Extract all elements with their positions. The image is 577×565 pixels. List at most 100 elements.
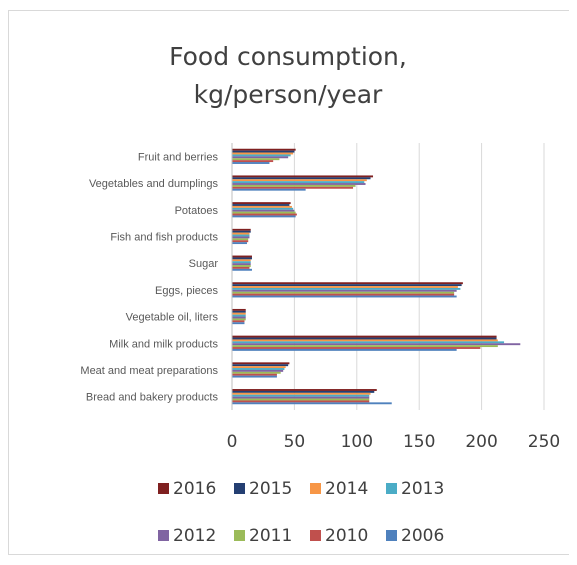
bar-2010-1 <box>232 400 370 403</box>
bar-2015-5 <box>232 284 462 287</box>
bar-2011-5 <box>232 291 455 294</box>
bar-2014-4 <box>232 312 246 315</box>
bar-2011-6 <box>232 265 251 267</box>
bar-2016-2 <box>232 362 290 365</box>
legend-label-2011: 2011 <box>249 526 292 546</box>
bar-2006-1 <box>232 402 392 405</box>
chart-title-line-1: Food consumption, <box>169 42 407 71</box>
bar-2011-4 <box>232 318 246 321</box>
legend-label-2013: 2013 <box>401 479 444 499</box>
bar-2011-7 <box>232 238 249 241</box>
bar-2006-10 <box>232 162 270 164</box>
bar-2015-4 <box>232 310 246 313</box>
bar-2015-6 <box>232 257 252 260</box>
bar-2016-9 <box>232 175 374 178</box>
legend-swatch-2011 <box>234 530 245 541</box>
category-label-5: Eggs, pieces <box>155 285 218 297</box>
legend-label-2010: 2010 <box>325 526 368 546</box>
bar-2016-7 <box>232 228 251 231</box>
bar-2015-10 <box>232 150 295 153</box>
legend-swatch-2015 <box>234 483 245 494</box>
bar-2013-3 <box>232 341 505 344</box>
bar-2013-2 <box>232 368 285 370</box>
bar-2016-10 <box>232 148 296 151</box>
bar-2006-3 <box>232 348 457 351</box>
bar-2010-10 <box>232 160 274 163</box>
bar-2015-7 <box>232 230 251 233</box>
category-label-9: Vegetables and dumplings <box>89 178 219 190</box>
bar-2006-6 <box>232 268 252 271</box>
bar-2013-1 <box>232 394 370 397</box>
bar-2006-7 <box>232 242 247 245</box>
legend-swatch-2012 <box>158 530 169 541</box>
legend-label-2006: 2006 <box>401 526 444 546</box>
category-label-10: Fruit and berries <box>138 151 219 163</box>
bar-2011-10 <box>232 158 280 161</box>
legend-swatch-2016 <box>158 483 169 494</box>
bar-2016-4 <box>232 308 246 311</box>
bar-2015-2 <box>232 364 289 367</box>
bar-2012-2 <box>232 369 284 372</box>
bar-2012-7 <box>232 236 250 239</box>
x-tick-label-0: 0 <box>227 432 238 452</box>
bar-2012-8 <box>232 209 295 212</box>
bar-2010-8 <box>232 213 297 216</box>
bar-2014-7 <box>232 232 250 235</box>
bar-2014-9 <box>232 179 367 182</box>
bar-2016-8 <box>232 202 291 205</box>
bar-2013-8 <box>232 207 294 210</box>
category-label-3: Milk and milk products <box>109 338 218 350</box>
bar-2010-9 <box>232 186 354 189</box>
bar-2015-8 <box>232 204 290 206</box>
bar-2012-6 <box>232 263 251 266</box>
bar-2012-5 <box>232 289 457 292</box>
x-tick-label-100: 100 <box>341 432 373 452</box>
legend-swatch-2006 <box>386 530 397 541</box>
bar-2012-9 <box>232 183 366 185</box>
x-tick-label-150: 150 <box>403 432 435 452</box>
bar-2016-5 <box>232 282 463 285</box>
x-tick-label-50: 50 <box>284 432 306 452</box>
bar-2006-9 <box>232 188 306 191</box>
bar-2013-9 <box>232 181 365 184</box>
bar-2014-6 <box>232 259 251 262</box>
bar-2011-8 <box>232 211 296 214</box>
bar-2012-10 <box>232 156 289 159</box>
bar-2016-6 <box>232 255 252 258</box>
bar-2010-2 <box>232 373 277 376</box>
legend-label-2012: 2012 <box>173 526 216 546</box>
bar-2016-1 <box>232 389 377 391</box>
bar-2012-3 <box>232 343 521 346</box>
bar-2006-8 <box>232 215 296 218</box>
bar-2010-5 <box>232 293 455 296</box>
bar-2010-7 <box>232 240 249 243</box>
category-label-6: Sugar <box>189 258 219 270</box>
x-tick-label-200: 200 <box>465 432 497 452</box>
bar-2014-1 <box>232 392 371 395</box>
bar-2014-3 <box>232 339 498 342</box>
bar-2014-10 <box>232 152 294 155</box>
bar-2010-4 <box>232 320 245 323</box>
bar-2015-9 <box>232 177 371 180</box>
bar-2015-1 <box>232 390 375 393</box>
legend-label-2015: 2015 <box>249 479 292 499</box>
bar-2015-3 <box>232 337 497 340</box>
bar-2010-6 <box>232 266 250 269</box>
legend-swatch-2014 <box>310 483 321 494</box>
bar-2013-5 <box>232 287 461 290</box>
bar-2006-4 <box>232 322 245 325</box>
bar-2014-8 <box>232 205 292 208</box>
bar-2006-5 <box>232 295 457 298</box>
category-label-1: Bread and bakery products <box>86 392 219 404</box>
bar-2010-3 <box>232 347 481 349</box>
bar-2013-6 <box>232 261 251 264</box>
legend-swatch-2010 <box>310 530 321 541</box>
bar-2011-3 <box>232 345 498 348</box>
bar-2012-1 <box>232 396 370 399</box>
bar-2014-2 <box>232 366 286 369</box>
legend-label-2014: 2014 <box>325 479 368 499</box>
x-tick-label-250: 250 <box>528 432 560 452</box>
bar-2006-2 <box>232 375 277 378</box>
bar-2016-3 <box>232 335 497 338</box>
